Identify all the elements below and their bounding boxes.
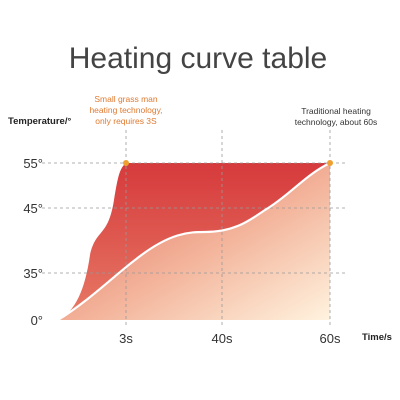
annotation-line: heating technology,: [89, 105, 162, 115]
grid-lines: [42, 130, 345, 325]
annotation-line: Traditional heating: [301, 106, 371, 116]
annotation-line: Small grass man: [94, 94, 158, 104]
y-tick-45: 45°: [23, 201, 43, 216]
marker-60s: [327, 160, 333, 166]
x-tick-40: 40s: [212, 331, 233, 346]
x-tick-3: 3s: [119, 331, 133, 346]
x-tick-labels: 3s 40s 60s: [119, 331, 341, 346]
traditional-heating-line: [57, 162, 331, 321]
annotations: Small grass man heating technology, only r…: [89, 94, 377, 127]
area-fills: [58, 163, 330, 320]
annotation-line: only requires 3S: [95, 116, 157, 126]
y-tick-0: 0°: [31, 313, 43, 328]
annotation-fast: Small grass man heating technology, only r…: [89, 94, 162, 126]
y-tick-labels: 0° 35° 45° 55°: [23, 156, 43, 328]
x-tick-60: 60s: [320, 331, 341, 346]
traditional-curve: [57, 162, 331, 321]
markers: [123, 160, 333, 166]
y-tick-35: 35°: [23, 266, 43, 281]
annotation-line: technology, about 60s: [295, 117, 378, 127]
chart-title: Heating curve table: [69, 42, 328, 75]
x-axis-label: Time/s: [362, 332, 392, 343]
marker-3s: [123, 160, 129, 166]
annotation-traditional: Traditional heating technology, about 60s: [295, 106, 378, 127]
y-tick-55: 55°: [23, 156, 43, 171]
y-axis-label: Temperature/°: [8, 116, 71, 127]
